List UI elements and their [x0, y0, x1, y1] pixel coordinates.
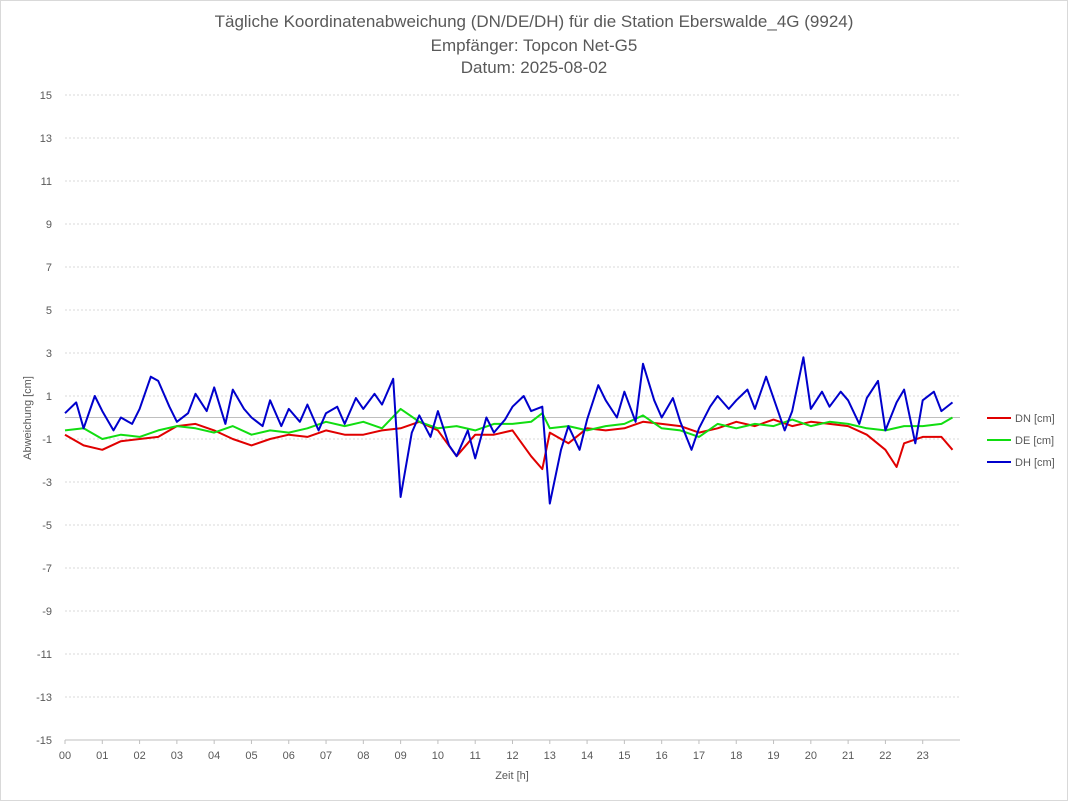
x-tick-label: 21 — [842, 750, 854, 762]
x-tick-label: 16 — [656, 750, 668, 762]
gridlines — [65, 94, 960, 741]
x-tick-label: 19 — [767, 750, 779, 762]
y-tick-label: 11 — [41, 176, 52, 188]
legend-entry: DH [cm] — [1015, 457, 1055, 469]
y-tick-label: -3 — [42, 477, 52, 489]
y-tick-label: 5 — [46, 305, 52, 317]
x-tick-label: 05 — [245, 750, 257, 762]
x-tick-label: 04 — [208, 750, 220, 762]
x-tick-label: 12 — [506, 750, 518, 762]
x-tick-label: 03 — [171, 750, 183, 762]
x-tick-label: 22 — [879, 750, 891, 762]
y-tick-label: 9 — [46, 219, 52, 231]
x-tick-label: 08 — [357, 750, 369, 762]
x-tick-label: 23 — [917, 750, 929, 762]
y-tick-label: -7 — [42, 563, 52, 575]
x-tick-label: 13 — [544, 750, 556, 762]
y-tick-label: -13 — [36, 692, 52, 704]
x-tick-label: 14 — [581, 750, 593, 762]
y-tick-label: -9 — [42, 606, 52, 618]
x-axis-label: Zeit [h] — [495, 770, 529, 782]
x-tick-label: 02 — [133, 750, 145, 762]
y-tick-label: -15 — [36, 735, 52, 747]
x-tick-label: 07 — [320, 750, 332, 762]
x-tick-label: 06 — [283, 750, 295, 762]
chart-title: Tägliche Koordinatenabweichung (DN/DE/DH… — [214, 12, 854, 31]
x-tick-label: 11 — [469, 750, 480, 762]
x-axis-ticks: 00 01 02 03 04 05 06 07 08 09 10 11 12 13 14 15 16 17 18 19… — [59, 740, 929, 762]
x-tick-label: 09 — [395, 750, 407, 762]
series-line-de — [64, 407, 953, 440]
series-line-dh — [64, 356, 954, 505]
y-tick-label: -1 — [42, 434, 52, 446]
y-axis-ticks: 15 13 11 9 7 5 3 1 -1 -3 -5 -7 -9 -11 -13 -15 — [36, 90, 52, 747]
y-tick-label: -5 — [42, 520, 52, 532]
x-tick-label: 00 — [59, 750, 71, 762]
x-tick-label: 20 — [805, 750, 817, 762]
y-tick-label: 7 — [46, 262, 52, 274]
y-tick-label: 3 — [46, 348, 52, 360]
chart-subtitle-date: Datum: 2025-08-02 — [460, 58, 608, 77]
legend-entry: DN [cm] — [1015, 413, 1055, 425]
x-tick-label: 17 — [693, 750, 705, 762]
y-tick-label: 15 — [40, 90, 52, 102]
x-tick-label: 01 — [96, 750, 108, 762]
x-tick-label: 10 — [432, 750, 444, 762]
series-lines — [64, 356, 954, 505]
chart-subtitle-receiver: Empfänger: Topcon Net-G5 — [430, 36, 638, 55]
y-tick-label: -11 — [37, 649, 52, 661]
x-tick-label: 15 — [618, 750, 630, 762]
x-tick-label: 18 — [730, 750, 742, 762]
legend: DN [cm] DE [cm] DH [cm] — [987, 413, 1055, 469]
y-tick-label: 1 — [46, 391, 52, 403]
y-axis-label: Abweichung [cm] — [22, 376, 34, 460]
series-line-dn — [64, 418, 954, 471]
y-tick-label: 13 — [40, 133, 52, 145]
legend-entry: DE [cm] — [1015, 435, 1054, 447]
